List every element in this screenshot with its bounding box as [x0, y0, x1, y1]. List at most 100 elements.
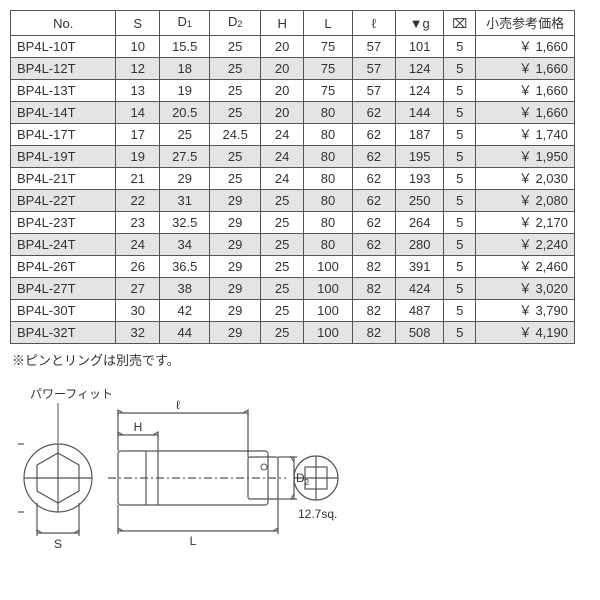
table-row: BP4L-24T2434292580622805￥ 2,240	[11, 234, 575, 256]
table-row: BP4L-14T1420.5252080621445￥ 1,660	[11, 102, 575, 124]
col-H: H	[260, 11, 304, 36]
cell-H: 24	[260, 168, 304, 190]
cell-no: BP4L-12T	[11, 58, 116, 80]
cell-D1: 42	[160, 300, 210, 322]
cell-S: 19	[116, 146, 160, 168]
cell-D2: 25	[210, 36, 260, 58]
cell-L: 80	[304, 190, 352, 212]
cell-ell: 82	[352, 322, 396, 344]
cell-ell: 62	[352, 146, 396, 168]
col-g: ▼g	[396, 11, 444, 36]
cell-ell: 62	[352, 212, 396, 234]
cell-ell: 62	[352, 234, 396, 256]
cell-ell: 57	[352, 36, 396, 58]
cell-D1: 15.5	[160, 36, 210, 58]
table-row: BP4L-27T27382925100824245￥ 3,020	[11, 278, 575, 300]
col-D1: D1	[160, 11, 210, 36]
cell-D2: 29	[210, 322, 260, 344]
cell-no: BP4L-23T	[11, 212, 116, 234]
cell-H: 25	[260, 212, 304, 234]
cell-D2: 25	[210, 80, 260, 102]
cell-D1: 31	[160, 190, 210, 212]
cell-ell: 62	[352, 168, 396, 190]
cell-no: BP4L-21T	[11, 168, 116, 190]
table-row: BP4L-19T1927.5252480621955￥ 1,950	[11, 146, 575, 168]
label-H: H	[134, 420, 143, 434]
cell-box: 5	[444, 322, 476, 344]
table-row: BP4L-23T2332.5292580622645￥ 2,170	[11, 212, 575, 234]
cell-D2: 29	[210, 212, 260, 234]
cell-no: BP4L-13T	[11, 80, 116, 102]
cell-L: 80	[304, 146, 352, 168]
cell-L: 80	[304, 212, 352, 234]
header-row: No. S D1 D2 H L ℓ ▼g ⌧ 小売参考価格	[11, 11, 575, 36]
label-sq: 12.7sq.	[298, 507, 337, 521]
cell-ell: 57	[352, 80, 396, 102]
cell-box: 5	[444, 212, 476, 234]
cell-D1: 20.5	[160, 102, 210, 124]
cell-g: 144	[396, 102, 444, 124]
cell-S: 24	[116, 234, 160, 256]
cell-H: 25	[260, 278, 304, 300]
cell-g: 124	[396, 80, 444, 102]
table-row: BP4L-32T32442925100825085￥ 4,190	[11, 322, 575, 344]
cell-H: 25	[260, 234, 304, 256]
cell-ell: 82	[352, 278, 396, 300]
cell-g: 264	[396, 212, 444, 234]
cell-S: 30	[116, 300, 160, 322]
cell-no: BP4L-26T	[11, 256, 116, 278]
cell-box: 5	[444, 146, 476, 168]
cell-D1: 34	[160, 234, 210, 256]
label-ell: ℓ	[176, 398, 180, 412]
cell-box: 5	[444, 190, 476, 212]
cell-box: 5	[444, 168, 476, 190]
cell-ell: 62	[352, 190, 396, 212]
cell-price: ￥ 2,460	[476, 256, 575, 278]
cell-no: BP4L-27T	[11, 278, 116, 300]
cell-D2: 29	[210, 234, 260, 256]
cell-D1: 36.5	[160, 256, 210, 278]
cell-H: 20	[260, 80, 304, 102]
table-row: BP4L-17T172524.52480621875￥ 1,740	[11, 124, 575, 146]
col-no: No.	[11, 11, 116, 36]
cell-L: 75	[304, 80, 352, 102]
cell-g: 250	[396, 190, 444, 212]
cell-D2: 29	[210, 190, 260, 212]
col-S: S	[116, 11, 160, 36]
cell-box: 5	[444, 124, 476, 146]
cell-ell: 82	[352, 300, 396, 322]
cell-box: 5	[444, 300, 476, 322]
cell-g: 124	[396, 58, 444, 80]
cell-L: 100	[304, 322, 352, 344]
cell-price: ￥ 3,020	[476, 278, 575, 300]
cell-price: ￥ 2,240	[476, 234, 575, 256]
cell-D2: 29	[210, 278, 260, 300]
cell-S: 32	[116, 322, 160, 344]
cell-price: ￥ 2,030	[476, 168, 575, 190]
cell-L: 80	[304, 124, 352, 146]
cell-L: 80	[304, 168, 352, 190]
table-row: BP4L-26T2636.52925100823915￥ 2,460	[11, 256, 575, 278]
cell-S: 17	[116, 124, 160, 146]
cell-L: 75	[304, 36, 352, 58]
cell-H: 24	[260, 146, 304, 168]
cell-box: 5	[444, 80, 476, 102]
cell-S: 13	[116, 80, 160, 102]
cell-price: ￥ 2,080	[476, 190, 575, 212]
cell-box: 5	[444, 234, 476, 256]
cell-ell: 62	[352, 124, 396, 146]
cell-D1: 44	[160, 322, 210, 344]
cell-no: BP4L-32T	[11, 322, 116, 344]
label-S: S	[54, 537, 62, 551]
cell-D2: 25	[210, 146, 260, 168]
cell-L: 80	[304, 102, 352, 124]
cell-ell: 82	[352, 256, 396, 278]
cell-price: ￥ 1,740	[476, 124, 575, 146]
cell-D2: 25	[210, 102, 260, 124]
table-row: BP4L-22T2231292580622505￥ 2,080	[11, 190, 575, 212]
table-row: BP4L-21T2129252480621935￥ 2,030	[11, 168, 575, 190]
cell-D2: 25	[210, 58, 260, 80]
cell-box: 5	[444, 278, 476, 300]
cell-price: ￥ 2,170	[476, 212, 575, 234]
col-D2: D2	[210, 11, 260, 36]
